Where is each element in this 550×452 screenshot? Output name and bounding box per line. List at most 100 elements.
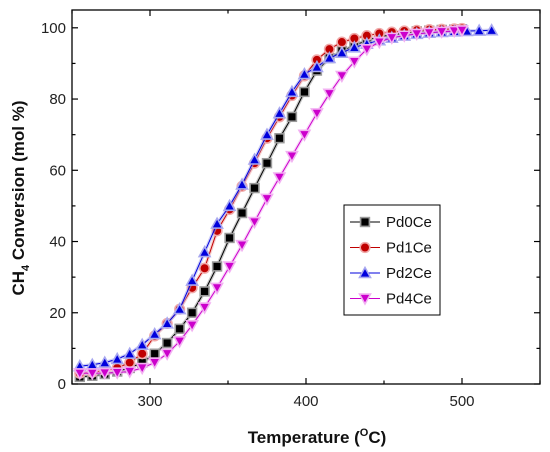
data-point-Pd4Ce [335, 70, 349, 84]
data-point-Pd4Ce [447, 25, 462, 39]
y-tick-label: 40 [49, 234, 66, 251]
y-tick-label: 20 [49, 305, 66, 322]
data-point-Pd4Ce [210, 282, 224, 295]
data-point-Pd4Ce [359, 43, 374, 57]
legend-item-Pd2Ce: Pd2Ce [350, 265, 432, 282]
data-point-Pd4Ce [72, 368, 87, 381]
data-point-Pd0Ce [174, 323, 185, 334]
series-halo-Pd4Ce [79, 28, 463, 376]
y-axis-title-pre: CH [9, 271, 28, 296]
data-point-Pd2Ce [222, 198, 237, 212]
data-point-Pd0Ce [149, 348, 160, 359]
y-axis-title-sub: 4 [20, 264, 32, 271]
data-point-Pd4Ce [97, 367, 112, 381]
data-point-Pd2Ce [272, 106, 287, 119]
data-point-Pd4Ce [422, 27, 437, 40]
data-point-Pd4Ce [372, 36, 387, 50]
series-Pd1Ce [74, 22, 468, 379]
data-point-Pd4Ce [147, 357, 162, 370]
data-point-Pd4Ce [272, 172, 287, 185]
series-Pd2Ce [72, 23, 499, 372]
x-tick-label: 500 [449, 393, 474, 410]
data-point-Pd4Ce [160, 348, 175, 361]
legend-item-Pd4Ce: Pd4Ce [350, 291, 432, 308]
legend-label: Pd1Ce [386, 240, 432, 257]
data-point-Pd2Ce [172, 302, 187, 315]
data-point-Pd0Ce [199, 286, 210, 297]
series-halo-Pd2Ce [79, 28, 492, 368]
data-point-Pd2Ce [135, 337, 150, 351]
y-axis-title-post: Conversion (mol %) [9, 100, 28, 264]
data-point-Pd0Ce [261, 157, 273, 169]
data-point-Pd4Ce [260, 193, 274, 206]
data-point-Pd4Ce [110, 367, 125, 380]
series-Pd0Ce [74, 24, 468, 383]
x-axis-title-sup: O [360, 427, 369, 439]
data-point-Pd4Ce [434, 26, 449, 39]
x-axis-title-main: Temperature ( [248, 428, 360, 447]
data-point-Pd0Ce [211, 261, 223, 272]
legend-label: Pd4Ce [386, 291, 432, 308]
series-line-Pd4Ce [79, 29, 463, 374]
data-point-Pd0Ce [286, 111, 298, 123]
legend-marker [359, 216, 371, 228]
data-point-Pd2Ce [285, 84, 299, 98]
data-point-Pd4Ce [247, 216, 262, 230]
y-tick-label: 80 [49, 91, 66, 108]
legend-label: Pd2Ce [386, 265, 432, 282]
legend-marker [358, 293, 372, 306]
data-point-Pd4Ce [455, 25, 469, 38]
data-point-Pd0Ce [236, 207, 248, 219]
data-point-Pd2Ce [260, 127, 274, 140]
plot-frame [71, 9, 541, 385]
x-axis-title-unit: C) [368, 428, 386, 447]
data-point-Pd2Ce [235, 177, 249, 190]
data-point-Pd2Ce [197, 245, 212, 258]
series-layer [72, 22, 499, 383]
axis-layer: 300 400 500 0 20 40 60 80 100 [41, 10, 541, 410]
data-point-Pd4Ce [285, 150, 299, 164]
data-point-Pd2Ce [347, 40, 362, 53]
data-point-Pd2Ce [147, 326, 162, 340]
legend-marker [359, 241, 371, 254]
data-point-Pd2Ce [247, 152, 262, 165]
x-tick-label: 400 [293, 393, 318, 410]
y-tick-label: 0 [58, 376, 66, 393]
data-point-Pd2Ce [335, 45, 349, 58]
legend-marker [358, 265, 372, 279]
data-point-Pd2Ce [472, 23, 487, 36]
series-line-Pd2Ce [79, 29, 492, 367]
data-point-Pd1Ce [136, 348, 148, 360]
data-point-Pd4Ce [172, 336, 187, 349]
series-halo-Pd1Ce [79, 26, 463, 376]
data-point-Pd0Ce [299, 86, 310, 98]
data-point-Pd2Ce [122, 346, 137, 359]
series-Pd4Ce [72, 25, 469, 381]
y-tick-label: 60 [49, 162, 66, 179]
data-point-Pd4Ce [322, 88, 337, 101]
data-point-Pd2Ce [484, 23, 499, 36]
data-point-Pd2Ce [210, 216, 224, 229]
data-point-Pd2Ce [160, 316, 175, 329]
data-point-Pd4Ce [185, 320, 199, 333]
y-axis-title: CH4 Conversion (mol %) [9, 100, 32, 295]
legend: Pd0Ce Pd1Ce Pd2Ce Pd4Ce [343, 204, 441, 316]
data-point-Pd2Ce [185, 273, 199, 286]
data-point-Pd4Ce [135, 362, 150, 376]
series-line-Pd1Ce [79, 28, 463, 374]
legend-item-Pd0Ce: Pd0Ce [350, 214, 432, 231]
data-point-Pd0Ce [161, 337, 173, 349]
legend-item-Pd1Ce: Pd1Ce [350, 240, 432, 257]
data-point-Pd0Ce [274, 133, 285, 144]
x-axis-title: Temperature (OC) [248, 427, 387, 447]
data-point-Pd1Ce [124, 357, 136, 369]
data-point-Pd0Ce [224, 232, 235, 244]
data-point-Pd4Ce [409, 28, 424, 42]
data-point-Pd4Ce [397, 30, 412, 43]
data-point-Pd4Ce [85, 368, 100, 381]
data-point-Pd0Ce [249, 182, 260, 194]
data-point-Pd4Ce [347, 56, 362, 69]
data-point-Pd2Ce [322, 50, 337, 64]
series-line-Pd0Ce [79, 28, 463, 378]
